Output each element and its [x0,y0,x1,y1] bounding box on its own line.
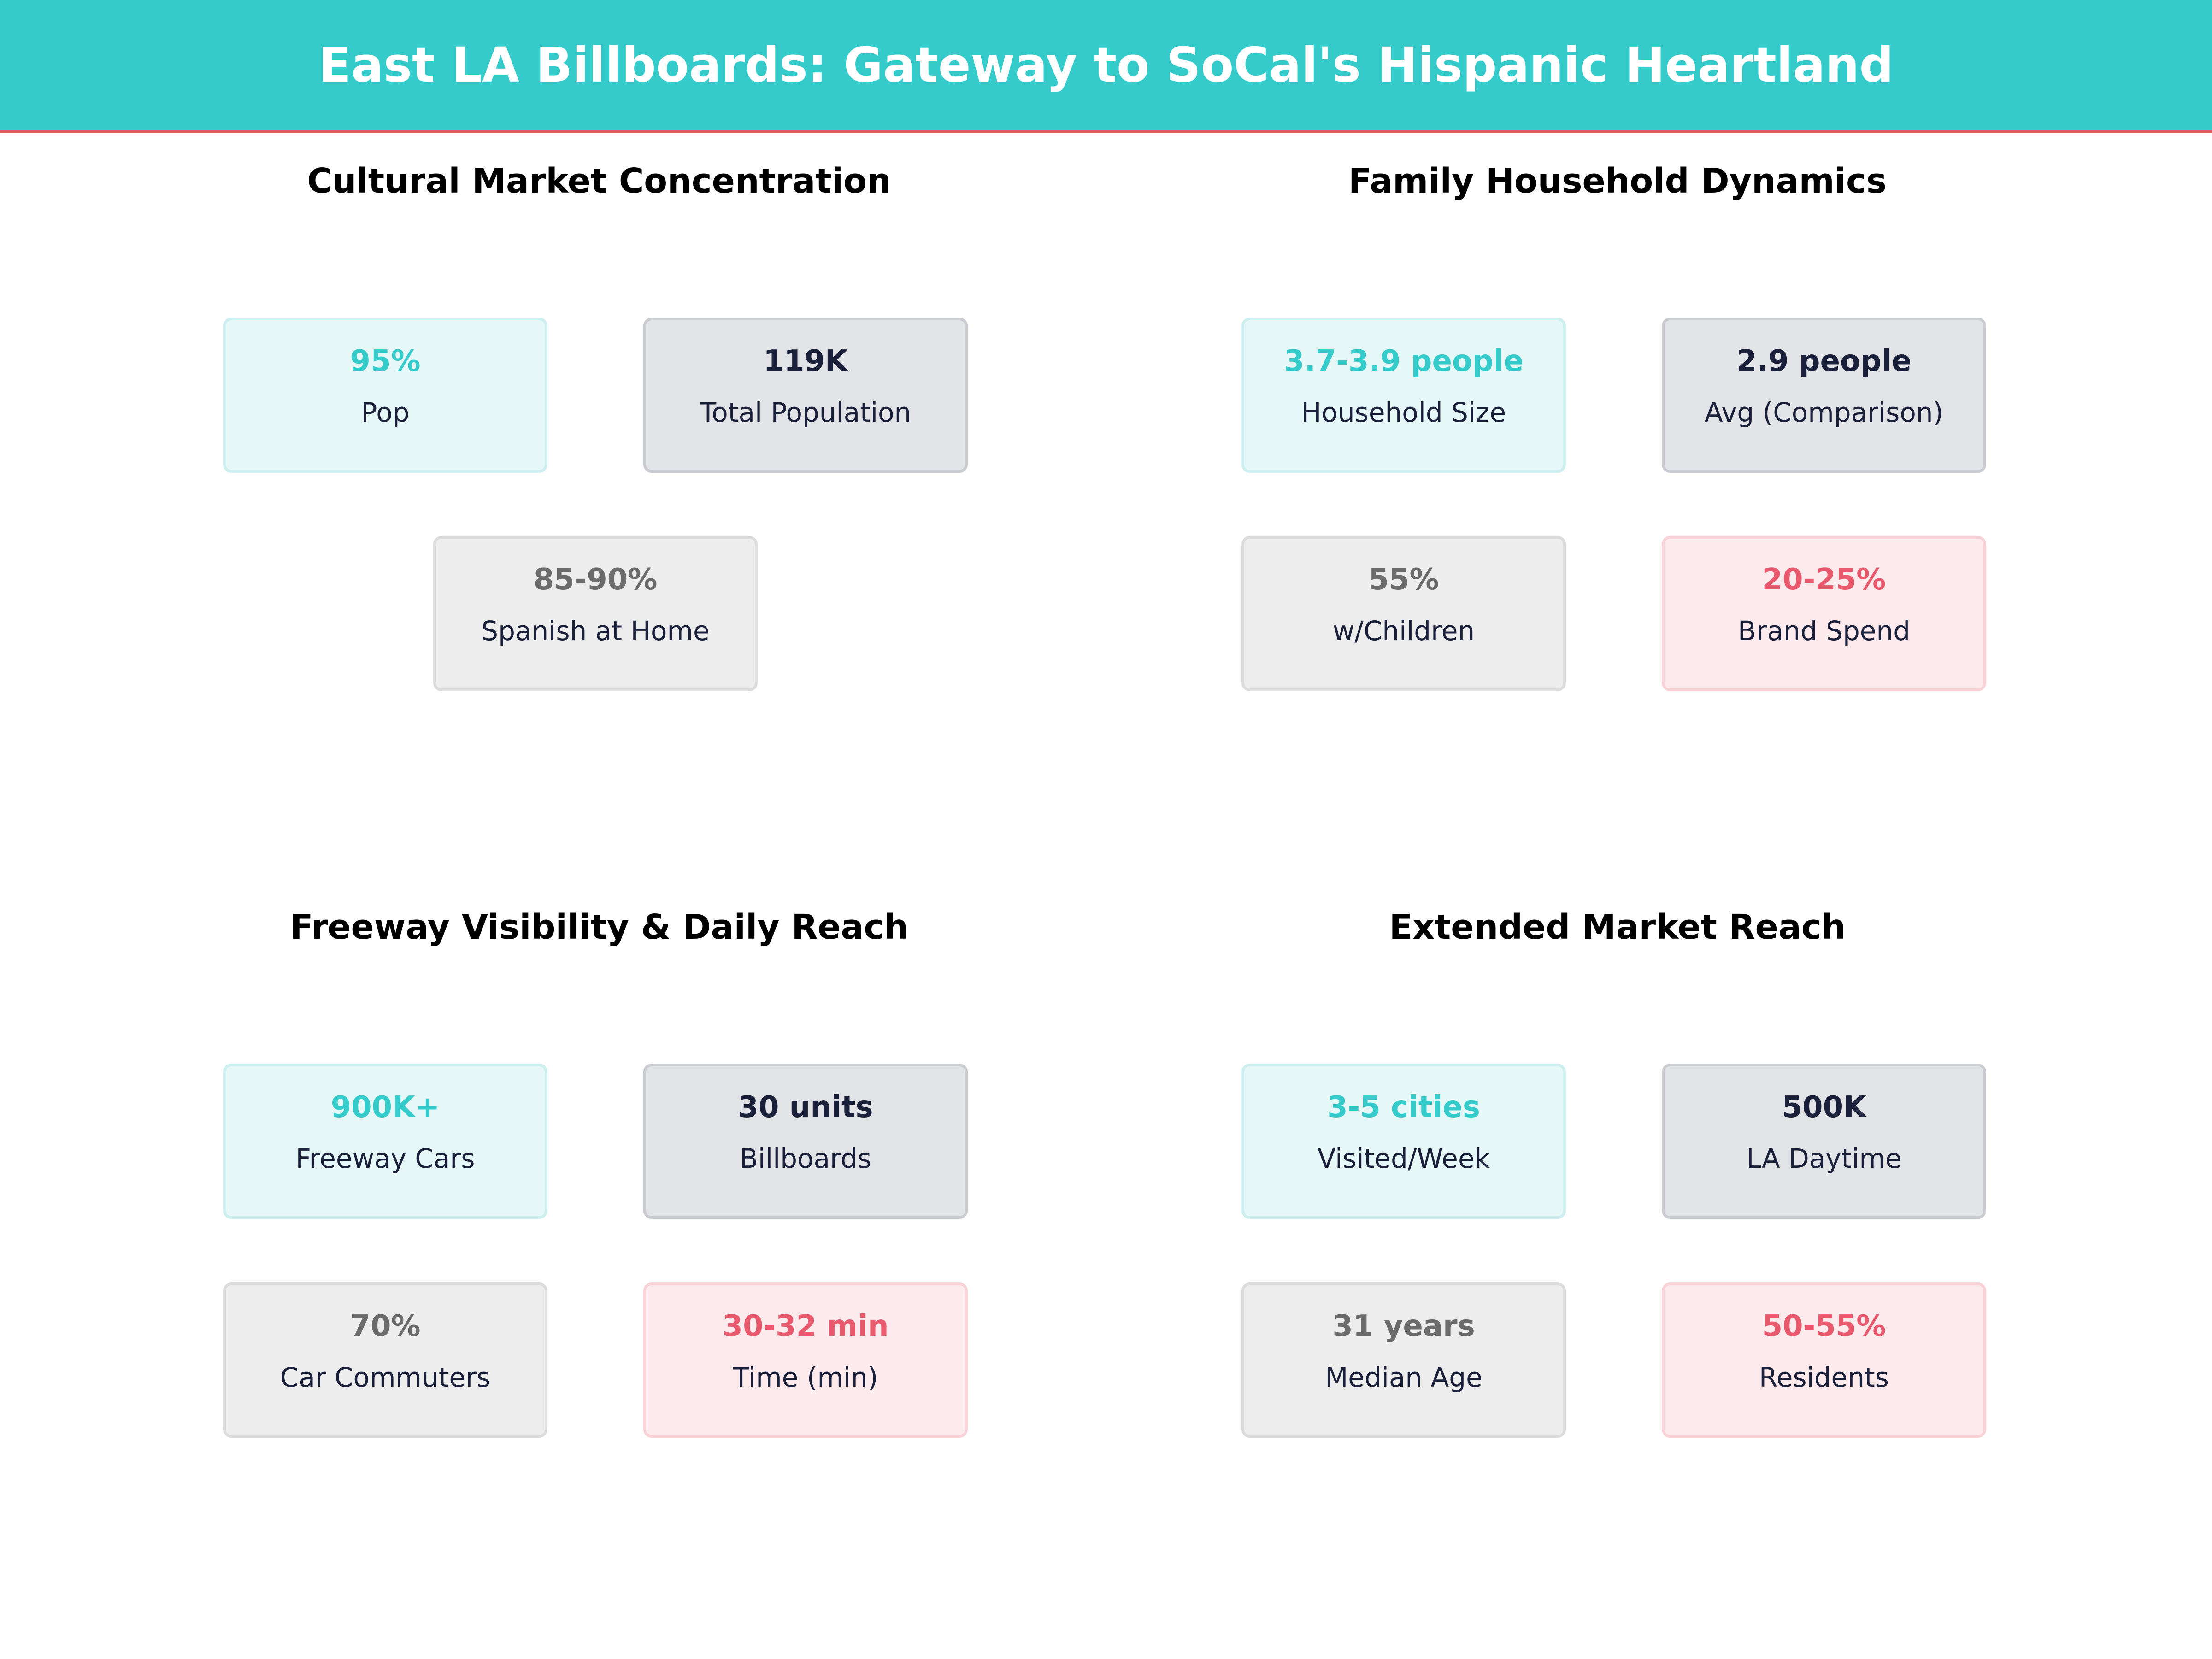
metric-value: 50-55% [1762,1309,1886,1343]
metric-label: Visited/Week [1317,1143,1490,1174]
metric-card: 900K+ Freeway Cars [223,1064,547,1219]
metric-card: 70% Car Commuters [223,1282,547,1438]
metric-label: LA Daytime [1746,1143,1902,1174]
metric-card: 500K LA Daytime [1662,1064,1986,1219]
metric-card: 55% w/Children [1241,536,1566,691]
metric-value: 3-5 cities [1327,1090,1480,1124]
metric-label: Pop [361,397,410,428]
metric-value: 500K [1782,1090,1866,1124]
metric-value: 70% [350,1309,421,1343]
metric-label: Freeway Cars [295,1143,475,1174]
metric-value: 20-25% [1762,563,1886,597]
metric-card: 20-25% Brand Spend [1662,536,1986,691]
metric-value: 85-90% [533,563,658,597]
metric-card: 95% Pop [223,318,547,473]
metric-label: Billboards [740,1143,871,1174]
metric-value: 31 years [1332,1309,1475,1343]
metric-card: 31 years Median Age [1241,1282,1566,1438]
metric-value: 900K+ [330,1090,440,1124]
metric-label: Household Size [1301,397,1506,428]
metric-value: 95% [350,344,421,378]
metric-label: Brand Spend [1737,615,1911,647]
page-title: East LA Billboards: Gateway to SoCal's H… [318,37,1894,93]
metric-label: w/Children [1332,615,1475,647]
metric-card: 2.9 people Avg (Comparison) [1662,318,1986,473]
metric-label: Residents [1759,1362,1889,1393]
metric-value: 30-32 min [722,1309,889,1343]
section-title: Extended Market Reach [1389,907,1846,947]
metric-value: 55% [1368,563,1439,597]
section-title: Family Household Dynamics [1348,161,1887,201]
metric-value: 119K [763,344,848,378]
header-banner: East LA Billboards: Gateway to SoCal's H… [0,0,2212,133]
metric-card: 30 units Billboards [643,1064,968,1219]
section-title: Freeway Visibility & Daily Reach [290,907,908,947]
metric-label: Avg (Comparison) [1704,397,1944,428]
metric-label: Total Population [700,397,912,428]
metric-value: 2.9 people [1736,344,1912,378]
metric-card: 3-5 cities Visited/Week [1241,1064,1566,1219]
metric-card: 3.7-3.9 people Household Size [1241,318,1566,473]
metric-card: 50-55% Residents [1662,1282,1986,1438]
metric-card: 119K Total Population [643,318,968,473]
metric-card: 30-32 min Time (min) [643,1282,968,1438]
metric-label: Car Commuters [280,1362,491,1393]
metric-value: 3.7-3.9 people [1284,344,1524,378]
metric-label: Median Age [1325,1362,1483,1393]
metric-card: 85-90% Spanish at Home [433,536,758,691]
metric-label: Time (min) [733,1362,878,1393]
metric-label: Spanish at Home [481,615,710,647]
metric-value: 30 units [738,1090,873,1124]
section-title: Cultural Market Concentration [307,161,891,201]
